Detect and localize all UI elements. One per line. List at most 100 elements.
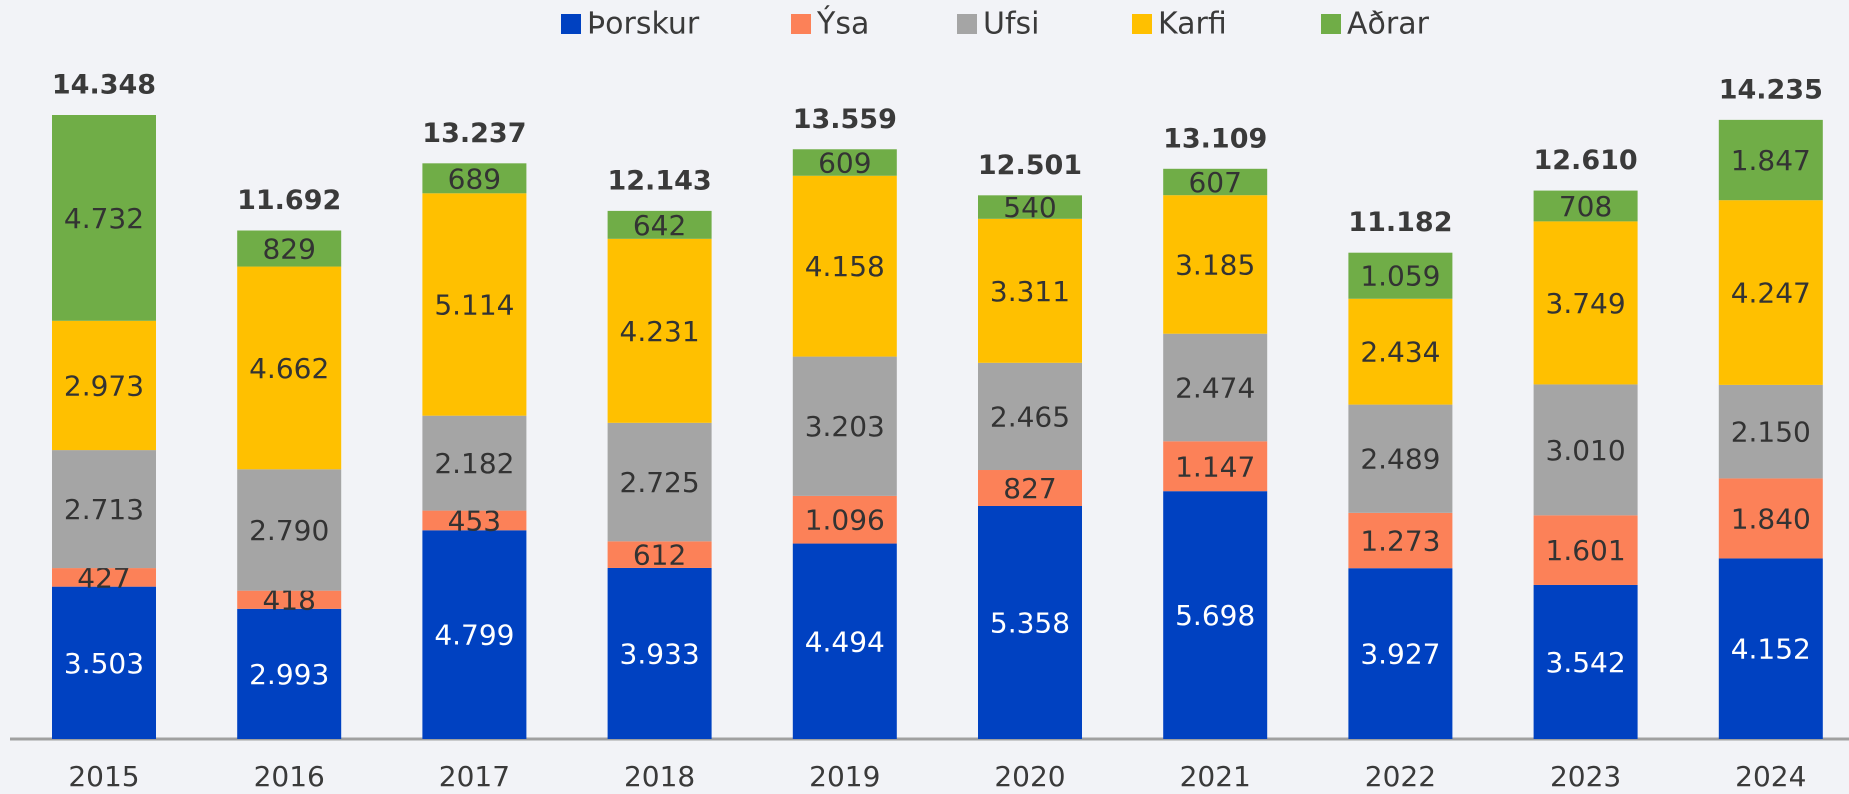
bar-segment (1348, 568, 1453, 739)
total-label: 14.235 (1719, 74, 1823, 105)
segment-label: 4.732 (64, 202, 144, 235)
bar-segment (1533, 190, 1638, 222)
x-tick-label: 2016 (254, 760, 325, 793)
bar-segment (1718, 558, 1823, 739)
bar-segment (1718, 200, 1823, 385)
segment-label: 612 (633, 539, 686, 572)
segment-label: 2.182 (434, 447, 514, 480)
segment-label: 2.489 (1360, 443, 1440, 476)
segment-label: 5.114 (434, 288, 514, 321)
bar-segment (1163, 441, 1268, 492)
bar-segment (978, 470, 1082, 506)
legend-swatch (1321, 14, 1341, 34)
segment-label: 2.713 (64, 493, 144, 526)
total-label: 14.348 (52, 70, 156, 101)
bar-segment (422, 510, 527, 531)
segment-label: 1.059 (1360, 260, 1440, 293)
x-tick-label: 2019 (809, 760, 880, 793)
bar-segment (1163, 491, 1268, 739)
bar-segment (237, 266, 342, 470)
segment-label: 3.010 (1546, 434, 1626, 467)
total-label: 13.559 (793, 104, 897, 135)
bar-segment (422, 163, 527, 194)
segment-label: 3.203 (805, 410, 885, 443)
x-tick-label: 2021 (1180, 760, 1251, 793)
bar-segment (1718, 478, 1823, 559)
segment-label: 689 (448, 162, 501, 195)
bar-segment (1163, 333, 1268, 442)
x-tick-label: 2020 (994, 760, 1065, 793)
bar-segment (1533, 584, 1638, 739)
segment-label: 3.749 (1546, 287, 1626, 320)
segment-label: 2.474 (1175, 372, 1255, 405)
bar-segment (52, 450, 156, 569)
segment-label: 609 (818, 147, 871, 180)
segment-label: 4.231 (620, 315, 700, 348)
total-label: 13.109 (1163, 123, 1267, 154)
bar-segment (237, 590, 342, 609)
bar-segment (52, 115, 156, 321)
bar-segment (1163, 168, 1268, 196)
segment-label: 4.247 (1731, 277, 1811, 310)
segment-label: 642 (633, 209, 686, 242)
segment-label: 3.933 (620, 637, 700, 670)
segment-label: 827 (1003, 472, 1056, 505)
segment-label: 4.158 (805, 250, 885, 283)
bar-segment (792, 495, 897, 544)
segment-label: 5.358 (990, 606, 1070, 639)
total-label: 12.501 (978, 150, 1082, 181)
segment-label: 1.273 (1360, 525, 1440, 558)
segment-label: 4.799 (434, 619, 514, 652)
bar-segment (978, 362, 1082, 471)
x-tick-label: 2024 (1735, 760, 1806, 793)
segment-label: 540 (1003, 191, 1056, 224)
bar-segment (237, 608, 342, 739)
segment-label: 1.847 (1731, 144, 1811, 177)
legend-label: Ufsi (983, 7, 1039, 42)
bar-segment (978, 505, 1082, 739)
bar-segment (52, 320, 156, 451)
x-tick-label: 2022 (1365, 760, 1436, 793)
bar-segment (1533, 384, 1638, 516)
bar-segment (237, 469, 342, 591)
bar-segment (792, 175, 897, 357)
segment-label: 2.465 (990, 400, 1070, 433)
total-label: 12.143 (607, 165, 711, 196)
total-label: 11.692 (237, 185, 341, 216)
x-tick-label: 2023 (1550, 760, 1621, 793)
legend-label: Karfi (1158, 7, 1227, 42)
segment-label: 708 (1559, 190, 1612, 223)
segment-label: 1.601 (1546, 534, 1626, 567)
x-tick-label: 2015 (68, 760, 139, 793)
segment-label: 3.311 (990, 275, 1070, 308)
bar-segment (1533, 515, 1638, 585)
segment-label: 2.725 (620, 466, 700, 499)
bar-segment (422, 530, 527, 739)
x-tick-label: 2017 (439, 760, 510, 793)
bar-segment (422, 193, 527, 416)
segment-label: 3.185 (1175, 248, 1255, 281)
segment-label: 3.927 (1360, 638, 1440, 671)
segment-label: 4.152 (1731, 633, 1811, 666)
bar-segment (607, 422, 712, 542)
bar-segment (607, 210, 712, 239)
segment-label: 1.096 (805, 504, 885, 537)
bar-segment (1348, 252, 1453, 299)
bar-segment (607, 541, 712, 568)
bar-segment (607, 238, 712, 423)
legend-label: Þorskur (587, 7, 700, 42)
segment-label: 3.503 (64, 647, 144, 680)
bar-segment (1348, 404, 1453, 513)
bar-segment (1163, 195, 1268, 334)
bar-segment (1718, 119, 1823, 201)
segment-label: 1.147 (1175, 450, 1255, 483)
bar-segment (978, 218, 1082, 363)
segment-label: 5.698 (1175, 599, 1255, 632)
segment-label: 4.662 (249, 352, 329, 385)
segment-label: 1.840 (1731, 502, 1811, 535)
bar-segment (1348, 512, 1453, 569)
legend-label: Ýsa (816, 6, 869, 42)
legend-label: Aðrar (1347, 7, 1430, 42)
bar-segment (52, 568, 156, 587)
